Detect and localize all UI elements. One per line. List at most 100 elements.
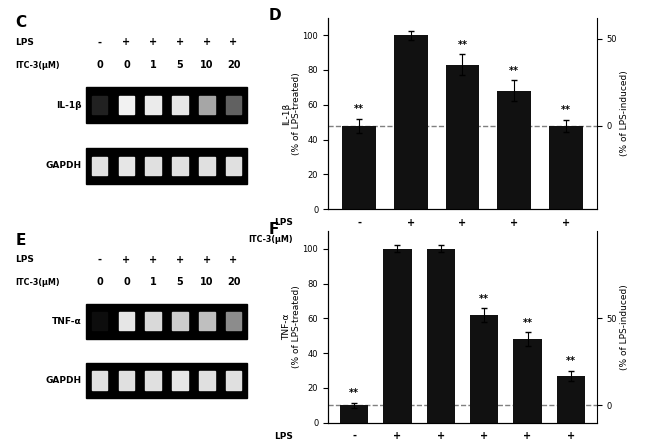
Text: 0: 0 <box>123 61 130 70</box>
Text: GAPDH: GAPDH <box>45 161 81 170</box>
Text: +: + <box>176 37 184 47</box>
Text: +: + <box>394 431 401 441</box>
Text: TNF-α: TNF-α <box>52 316 81 326</box>
Text: E: E <box>16 233 26 248</box>
Text: GAPDH: GAPDH <box>45 376 81 385</box>
Bar <box>394 35 428 209</box>
Text: +: + <box>123 255 131 265</box>
Bar <box>226 312 241 330</box>
Bar <box>199 312 215 330</box>
Bar <box>87 87 247 123</box>
Text: -: - <box>357 218 361 227</box>
Text: ITC-3(μM): ITC-3(μM) <box>16 61 60 70</box>
Bar <box>146 372 161 389</box>
Text: 0: 0 <box>123 277 130 287</box>
Text: **: ** <box>523 318 533 328</box>
Bar <box>87 148 247 183</box>
Text: LPS: LPS <box>274 218 293 227</box>
Bar <box>445 65 480 209</box>
Text: 5: 5 <box>176 61 184 70</box>
Text: +: + <box>230 255 237 265</box>
Bar <box>146 312 161 330</box>
Text: +: + <box>510 218 518 227</box>
Text: +: + <box>176 255 184 265</box>
Bar <box>426 249 455 423</box>
Text: LPS: LPS <box>16 38 34 47</box>
Bar <box>383 249 411 423</box>
Text: 1: 1 <box>459 235 466 245</box>
Bar <box>92 372 108 389</box>
Text: **: ** <box>457 40 468 50</box>
Bar <box>226 157 241 175</box>
Bar <box>87 363 247 398</box>
Bar <box>199 96 215 114</box>
Text: +: + <box>459 218 466 227</box>
Text: -: - <box>98 255 102 265</box>
Text: F: F <box>269 222 279 237</box>
Y-axis label: IL-1β
(% of LPS-treated): IL-1β (% of LPS-treated) <box>281 72 301 155</box>
Text: +: + <box>567 431 575 441</box>
Text: +: + <box>437 431 445 441</box>
Bar <box>199 372 215 389</box>
Text: LPS: LPS <box>274 432 293 441</box>
Text: **: ** <box>349 388 359 398</box>
Text: 10: 10 <box>559 235 573 245</box>
Bar <box>549 125 583 209</box>
Text: **: ** <box>509 66 519 76</box>
Text: **: ** <box>561 105 571 115</box>
Bar <box>173 157 188 175</box>
Text: **: ** <box>566 356 576 366</box>
Text: 20: 20 <box>227 61 240 70</box>
Bar <box>146 96 161 114</box>
Bar <box>470 315 499 423</box>
Text: 10: 10 <box>200 277 213 287</box>
Text: 0: 0 <box>96 61 103 70</box>
Text: IL-1β: IL-1β <box>56 101 81 109</box>
Text: 0: 0 <box>407 235 414 245</box>
Text: 10: 10 <box>200 61 213 70</box>
Y-axis label: TNF-α
(% of LPS-treated): TNF-α (% of LPS-treated) <box>281 286 301 368</box>
Bar <box>173 96 188 114</box>
Text: ITC-3(μM): ITC-3(μM) <box>249 235 293 244</box>
Bar <box>146 157 161 175</box>
Text: +: + <box>149 255 157 265</box>
Bar <box>557 376 585 423</box>
Bar <box>119 312 134 330</box>
Text: **: ** <box>354 104 364 114</box>
Text: 0: 0 <box>356 235 362 245</box>
Bar <box>340 405 368 423</box>
Bar <box>87 304 247 339</box>
Bar <box>173 312 188 330</box>
Bar <box>92 157 108 175</box>
Text: 1: 1 <box>150 61 157 70</box>
Text: +: + <box>203 37 211 47</box>
Text: +: + <box>123 37 131 47</box>
Bar <box>497 91 531 209</box>
Text: 5: 5 <box>176 277 184 287</box>
Bar <box>226 372 241 389</box>
Bar <box>342 125 376 209</box>
Text: +: + <box>149 37 157 47</box>
Text: **: ** <box>479 294 489 303</box>
Bar <box>92 96 108 114</box>
Text: -: - <box>352 431 356 441</box>
Y-axis label: (% of LPS-induced): (% of LPS-induced) <box>620 284 629 370</box>
Text: C: C <box>16 15 27 30</box>
Bar <box>92 312 108 330</box>
Text: ITC-3(μM): ITC-3(μM) <box>16 278 60 287</box>
Text: -: - <box>98 37 102 47</box>
Bar <box>226 96 241 114</box>
Bar <box>173 372 188 389</box>
Text: +: + <box>407 218 415 227</box>
Text: 5: 5 <box>511 235 518 245</box>
Text: +: + <box>480 431 488 441</box>
Text: +: + <box>203 255 211 265</box>
Text: +: + <box>230 37 237 47</box>
Bar <box>119 96 134 114</box>
Text: 1: 1 <box>150 277 157 287</box>
Text: +: + <box>523 431 531 441</box>
Bar <box>119 372 134 389</box>
Text: D: D <box>269 8 281 23</box>
Text: 20: 20 <box>227 277 240 287</box>
Text: LPS: LPS <box>16 255 34 264</box>
